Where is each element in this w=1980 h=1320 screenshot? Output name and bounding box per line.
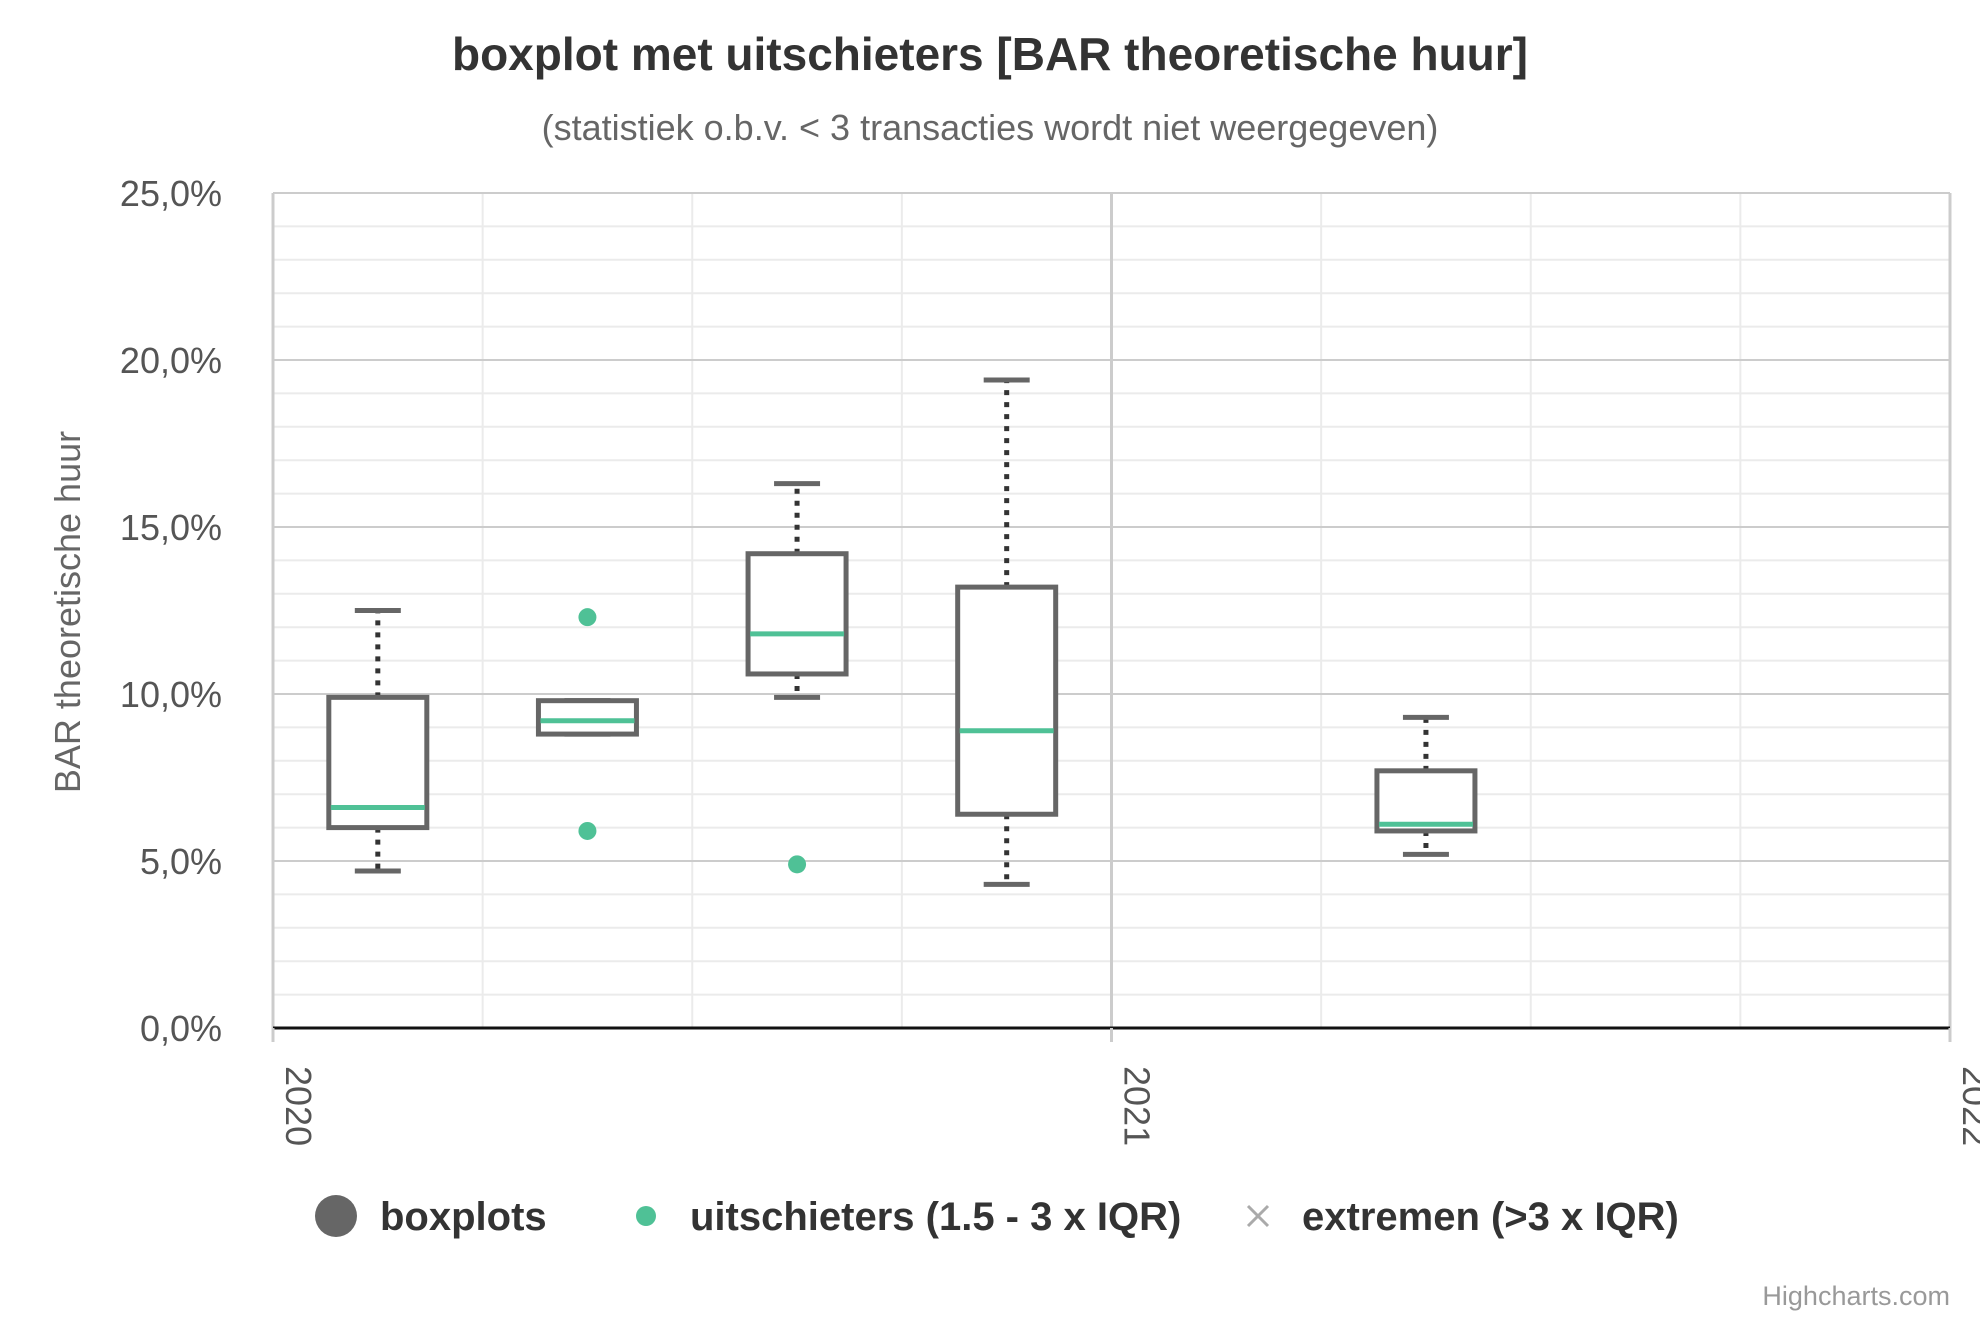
legend-label: uitschieters (1.5 - 3 x IQR)	[690, 1195, 1181, 1239]
x-tick-label: 2020	[278, 1066, 319, 1146]
box-plot-3[interactable]	[745, 481, 849, 700]
legend-label: extremen (>3 x IQR)	[1302, 1195, 1679, 1239]
box-plot-1[interactable]	[326, 608, 430, 874]
y-tick-label: 20,0%	[120, 340, 222, 381]
outlier-point[interactable]	[788, 855, 807, 874]
outlier-point[interactable]	[578, 821, 597, 840]
box-body	[745, 551, 849, 677]
y-tick-label: 15,0%	[120, 507, 222, 548]
legend-cross-icon	[1246, 1204, 1270, 1228]
box-plot-4[interactable]	[955, 377, 1059, 887]
box-body	[955, 584, 1059, 817]
y-axis-title: BAR theoretische huur	[47, 431, 88, 793]
x-tick-label: 2021	[1117, 1066, 1158, 1146]
legend-item-3[interactable]: extremen (>3 x IQR)	[1246, 1195, 1679, 1239]
legend-symbol-icon	[636, 1206, 656, 1226]
y-tick-label: 10,0%	[120, 674, 222, 715]
series-layer	[326, 377, 1478, 887]
legend-label: boxplots	[380, 1195, 547, 1239]
chart-subtitle: (statistiek o.b.v. < 3 transacties wordt…	[542, 107, 1439, 148]
grid-layer	[271, 192, 1952, 1028]
axis-layer: 0,0% 5,0% 10,0% 15,0% 20,0% 25,0% 2020 2021 2022	[120, 173, 1980, 1146]
box-body	[535, 698, 639, 737]
box-body	[1374, 768, 1478, 834]
box-plot-5[interactable]	[1374, 714, 1478, 857]
legend-item-2[interactable]: uitschieters (1.5 - 3 x IQR)	[636, 1195, 1181, 1239]
credits-link[interactable]: Highcharts.com	[1762, 1281, 1950, 1311]
y-tick-label: 0,0%	[140, 1008, 222, 1049]
y-tick-label: 5,0%	[140, 841, 222, 882]
box-plot-2[interactable]	[535, 698, 639, 737]
outlier-point[interactable]	[578, 608, 597, 627]
legend-item-1[interactable]: boxplots	[315, 1195, 547, 1239]
legend-symbol-icon	[315, 1195, 357, 1237]
legend: boxplots uitschieters (1.5 - 3 x IQR) extr…	[315, 1195, 1679, 1239]
x-tick-label: 2022	[1955, 1066, 1980, 1146]
chart-title: boxplot met uitschieters [BAR theoretisc…	[452, 28, 1528, 80]
y-tick-label: 25,0%	[120, 173, 222, 214]
